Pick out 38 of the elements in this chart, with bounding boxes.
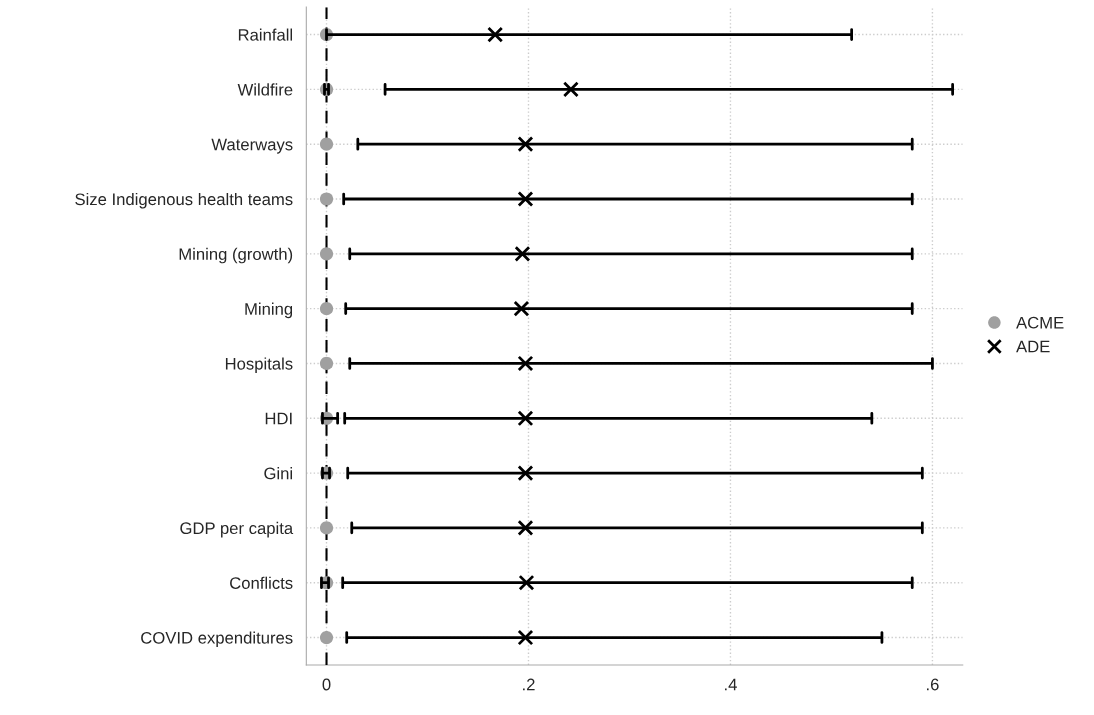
x-tick-label: .2 bbox=[523, 678, 535, 691]
point bbox=[319, 630, 334, 645]
y-tick-label: Waterways bbox=[211, 138, 293, 154]
y-tick-label: HDI bbox=[265, 412, 292, 425]
point bbox=[517, 136, 534, 153]
point bbox=[517, 355, 534, 372]
point bbox=[562, 81, 579, 98]
x-tick-label: .6 bbox=[927, 678, 939, 691]
point bbox=[319, 247, 334, 261]
point bbox=[319, 521, 334, 535]
x-tick-label: .4 bbox=[725, 678, 737, 691]
point bbox=[487, 26, 504, 43]
point bbox=[517, 465, 534, 482]
y-tick-label: Mining (growth) bbox=[179, 247, 293, 264]
y-tick-label: GDP per capita bbox=[180, 521, 294, 538]
x-tick-label: 0 bbox=[322, 678, 331, 691]
point bbox=[319, 82, 334, 96]
legend-label: ADE bbox=[1016, 340, 1050, 353]
y-tick-label: Wildfire bbox=[237, 83, 293, 96]
point bbox=[517, 191, 534, 207]
point bbox=[517, 519, 534, 536]
point bbox=[319, 137, 334, 151]
point bbox=[514, 245, 531, 262]
point bbox=[518, 574, 535, 591]
y-tick-label: COVID expenditures bbox=[141, 631, 293, 648]
point bbox=[319, 302, 334, 316]
y-tick-label: Mining bbox=[245, 302, 293, 319]
y-tick-label: Conflicts bbox=[230, 576, 293, 589]
legend-label: ACME bbox=[1016, 316, 1064, 329]
point bbox=[319, 192, 334, 206]
y-tick-label: Size Indigenous health teams bbox=[75, 192, 293, 209]
point bbox=[319, 356, 334, 371]
y-tick-label: Hospitals bbox=[225, 357, 293, 373]
point bbox=[517, 410, 534, 427]
y-tick-label: Gini bbox=[264, 467, 292, 480]
point bbox=[517, 629, 534, 646]
y-tick-label: Rainfall bbox=[238, 28, 293, 41]
point bbox=[513, 300, 530, 317]
